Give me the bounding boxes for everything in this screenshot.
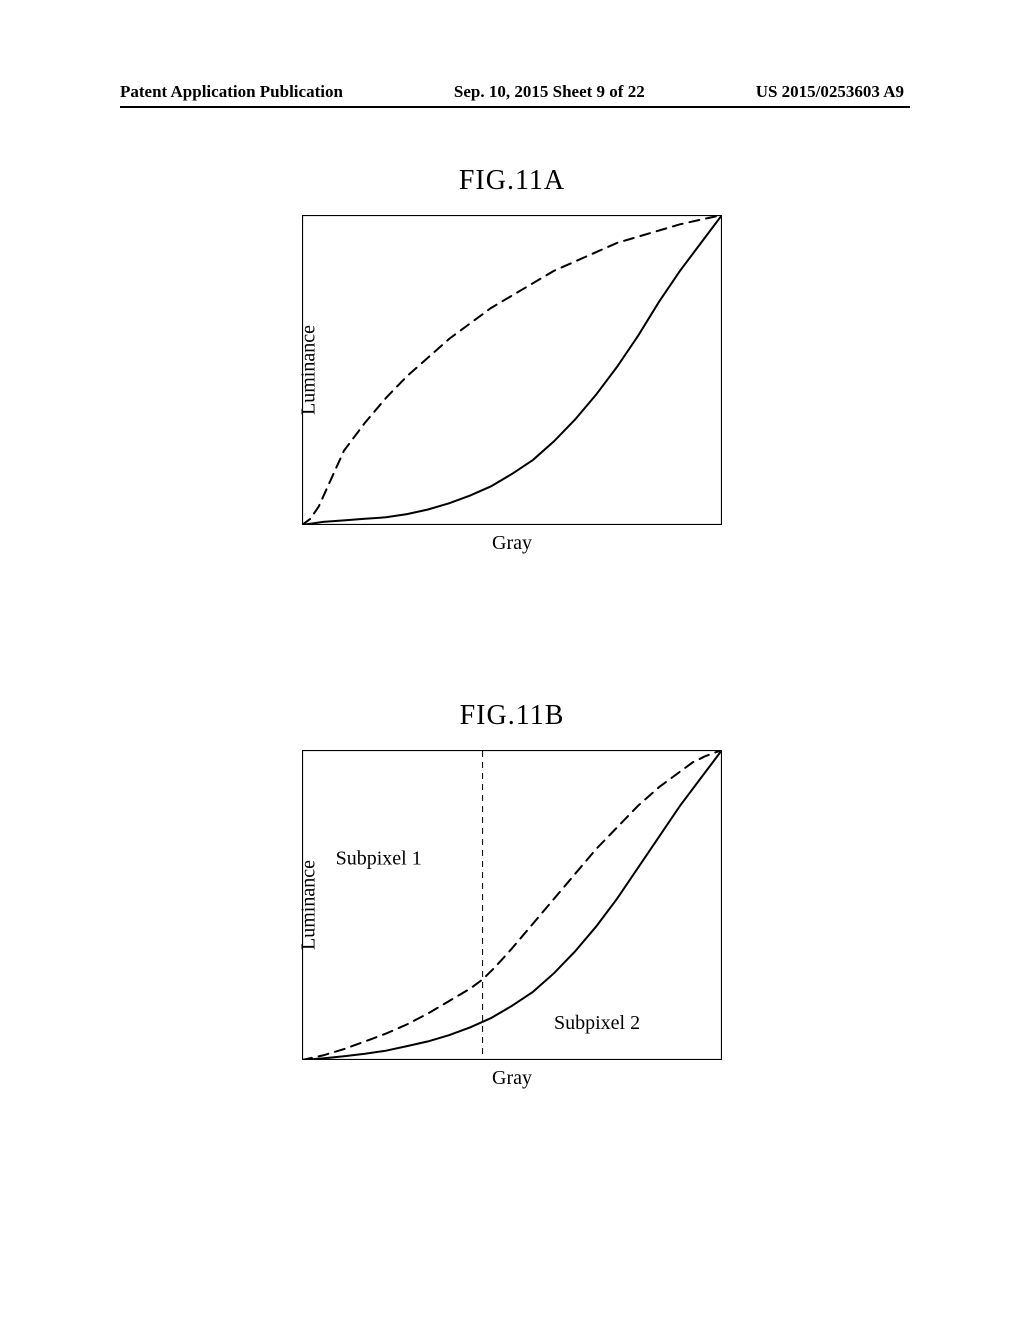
figure-11b-xlabel: Gray (492, 1067, 532, 1090)
figure-11b-svg: Subpixel 1 Subpixel 2 (302, 750, 722, 1060)
page-header: Patent Application Publication Sep. 10, … (0, 82, 1024, 108)
figure-11a-chart: Luminance Gray (302, 215, 722, 525)
figure-11a-ylabel: Luminance (297, 325, 320, 415)
figure-11a-svg (302, 215, 722, 525)
figure-11a-title: FIG.11A (0, 165, 1024, 197)
header-center: Sep. 10, 2015 Sheet 9 of 22 (454, 82, 645, 102)
figure-11a-block: FIG.11A Luminance Gray (0, 165, 1024, 530)
header-row: Patent Application Publication Sep. 10, … (120, 82, 904, 102)
figure-11b-chart: Luminance Subpixel 1Subpixel 2 Gray (302, 750, 722, 1060)
svg-text:Subpixel 2: Subpixel 2 (554, 1012, 640, 1034)
figure-11b-title: FIG.11B (0, 700, 1024, 732)
header-right: US 2015/0253603 A9 (756, 82, 904, 102)
figure-11b-block: FIG.11B Luminance Subpixel 1Subpixel 2 G… (0, 700, 1024, 1065)
figure-11b-ylabel: Luminance (297, 860, 320, 950)
svg-text:Subpixel 1: Subpixel 1 (336, 848, 422, 870)
header-rule (120, 106, 910, 108)
header-left: Patent Application Publication (120, 82, 343, 102)
figure-11a-xlabel: Gray (492, 532, 532, 555)
